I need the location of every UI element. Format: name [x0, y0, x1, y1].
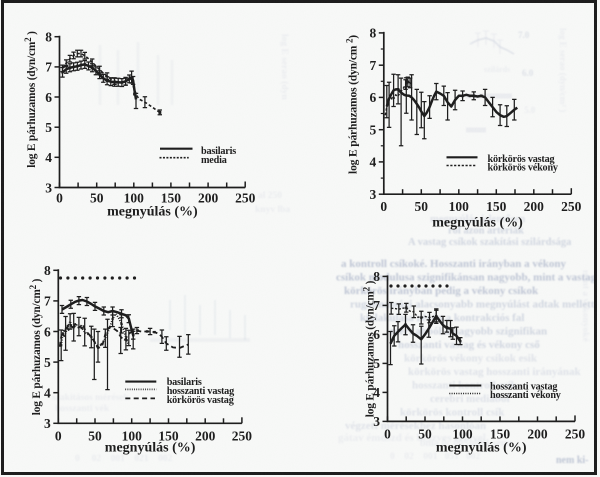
svg-text:megnyúlás (%): megnyúlás (%) [432, 216, 523, 231]
svg-text:100: 100 [449, 199, 470, 214]
svg-text:log E serao (dyn: log E serao (dyn [279, 34, 290, 100]
svg-text:hosszanti vastag és vékony cső: hosszanti vastag és vékony cső [398, 339, 540, 351]
svg-text:100: 100 [122, 428, 143, 443]
svg-text:150: 150 [486, 199, 507, 214]
svg-text:kialakulása révén a kontrakció: kialakulása révén a kontrakciós fal [360, 312, 524, 324]
svg-text:250: 250 [235, 191, 256, 206]
svg-text:4: 4 [370, 155, 377, 170]
svg-text:al 250: al 250 [258, 191, 282, 201]
svg-text:200: 200 [198, 191, 219, 206]
svg-text:150: 150 [490, 426, 511, 441]
svg-text:3: 3 [370, 187, 377, 202]
svg-text:3: 3 [44, 416, 51, 431]
svg-text:50: 50 [418, 426, 432, 441]
svg-text:megnyúlás (%): megnyúlás (%) [436, 441, 527, 456]
svg-text:A vastag csíkok szakítási szil: A vastag csíkok szakítási szilárdsága [408, 237, 572, 248]
svg-text:6: 6 [44, 324, 51, 339]
svg-text:gátav émdszd és beszves erőive: gátav émdszd és beszves erőivel [338, 432, 486, 444]
svg-text:7: 7 [370, 58, 377, 73]
svg-text:szakításos mérések: szakításos mérések [52, 393, 129, 403]
svg-text:5.0: 5.0 [524, 105, 536, 115]
svg-text:0: 0 [380, 199, 387, 214]
svg-text:megnyúlás jelentősen: megnyúlás jelentősen [430, 214, 526, 225]
svg-text:0: 0 [384, 426, 391, 441]
svg-text:150: 150 [161, 191, 182, 206]
svg-text:50: 50 [90, 191, 104, 206]
svg-text:rugalmassági alacsonyabb megny: rugalmassági alacsonyabb megnyúlást adta… [350, 299, 595, 311]
svg-text:körkörös vékony: körkörös vékony [488, 162, 558, 173]
svg-text:100: 100 [452, 426, 473, 441]
svg-text:200: 200 [527, 426, 548, 441]
svg-text:megnyúlás (%): megnyúlás (%) [105, 441, 196, 456]
svg-text:4: 4 [44, 386, 51, 401]
svg-text:0: 0 [55, 428, 62, 443]
svg-text:basilaris: basilaris [167, 377, 202, 388]
svg-text:media: media [201, 155, 227, 166]
svg-text:150: 150 [158, 428, 179, 443]
svg-text:0: 0 [56, 191, 63, 206]
svg-text:4: 4 [373, 385, 380, 400]
svg-text:körkörös vastag: körkörös vastag [488, 154, 555, 165]
svg-text:5: 5 [45, 120, 52, 135]
svg-text:5: 5 [44, 355, 51, 370]
svg-text:hosszanti vastag: hosszanti vastag [167, 386, 234, 397]
svg-text:log E párhuzamos (dyn/cm2 ): log E párhuzamos (dyn/cm2 ) [28, 278, 43, 415]
svg-text:a kontroll csíkoké. Hosszanti: a kontroll csíkoké. Hosszanti irányban a… [341, 258, 567, 270]
svg-text:bma 0c 00Su0S1 séun: bma 0c 00Su0S1 séun [420, 438, 512, 449]
svg-text:mint a vékonyoké: mint a vékonyoké [580, 270, 590, 342]
svg-text:knyv lba: knyv lba [255, 205, 290, 215]
svg-text:körkörös vékony csíkok esik: körkörös vékony csíkok esik [404, 353, 538, 365]
svg-text:8: 8 [373, 269, 380, 284]
svg-text:körkörös vastag: körkörös vastag [167, 395, 234, 406]
svg-text:8: 8 [370, 26, 377, 41]
svg-text:log E serao (dyn/cm² ): log E serao (dyn/cm² ) [558, 28, 568, 112]
svg-text:csíkok modulusa szignifikánsan: csíkok modulusa szignifikánsan nagyobb, … [336, 272, 597, 284]
svg-text:8: 8 [45, 30, 52, 45]
svg-text:4: 4 [45, 150, 52, 165]
svg-text:körkörös kontroll csík: körkörös kontroll csík [400, 407, 505, 419]
svg-text:7.0: 7.0 [518, 30, 530, 40]
svg-text:log E párhuzamos (dyn/cm 2): log E párhuzamos (dyn/cm 2) [345, 35, 360, 174]
svg-text:250: 250 [561, 199, 582, 214]
svg-text:0 02 001 051 002: 0 02 001 051 002 [390, 452, 481, 462]
svg-text:hosszanti vék: hosszanti vék [55, 404, 110, 414]
svg-text:7: 7 [45, 60, 52, 75]
svg-text:250: 250 [565, 426, 586, 441]
svg-text:log E párhuzamos (dyn/cm2 ): log E párhuzamos (dyn/cm2 ) [23, 31, 38, 168]
svg-text:50: 50 [415, 199, 429, 214]
svg-text:7: 7 [44, 294, 51, 309]
svg-text:megnyúlás (%): megnyúlás (%) [107, 205, 198, 220]
svg-text:0 02 001 021 002: 0 02 001 021 002 [75, 454, 173, 464]
svg-text:szilárds: szilárds [484, 65, 510, 74]
svg-text:körkörös irányban pedig a véko: körkörös irányban pedig a vékony csíkok [344, 285, 539, 297]
svg-text:6: 6 [45, 90, 52, 105]
svg-text:200: 200 [524, 199, 545, 214]
svg-text:250: 250 [232, 428, 253, 443]
svg-text:végzett mérésekhez hasonlóan: végzett mérésekhez hasonlóan [345, 420, 486, 432]
svg-text:8: 8 [44, 263, 51, 278]
svg-text:körkörös vastag hosszanti irán: körkörös vastag hosszanti irányának [408, 366, 582, 378]
svg-text:100: 100 [124, 191, 145, 206]
svg-text:basilaris: basilaris [201, 146, 236, 157]
svg-text:50: 50 [88, 428, 102, 443]
svg-text:200: 200 [195, 428, 216, 443]
svg-text:cerebri mediaból: cerebri mediaból [430, 393, 510, 405]
svg-text:hosszanti vékony: hosszanti vékony [490, 390, 561, 401]
svg-text:log E párhuzamos (dyn/cm2 ): log E párhuzamos (dyn/cm2 ) [362, 280, 377, 417]
svg-text:7: 7 [373, 298, 380, 313]
svg-text:6: 6 [373, 327, 380, 342]
svg-text:5: 5 [370, 123, 377, 138]
svg-text:3: 3 [45, 180, 52, 195]
svg-text:3: 3 [373, 414, 380, 429]
svg-text:ról azon artériák: ról azon artériák [448, 226, 524, 237]
svg-text:6.0: 6.0 [522, 68, 534, 78]
svg-text:5: 5 [373, 356, 380, 371]
svg-text:6: 6 [370, 90, 377, 105]
svg-text:nem ki-: nem ki- [556, 455, 589, 466]
svg-text:hosszanti vastag: hosszanti vastag [490, 381, 557, 392]
